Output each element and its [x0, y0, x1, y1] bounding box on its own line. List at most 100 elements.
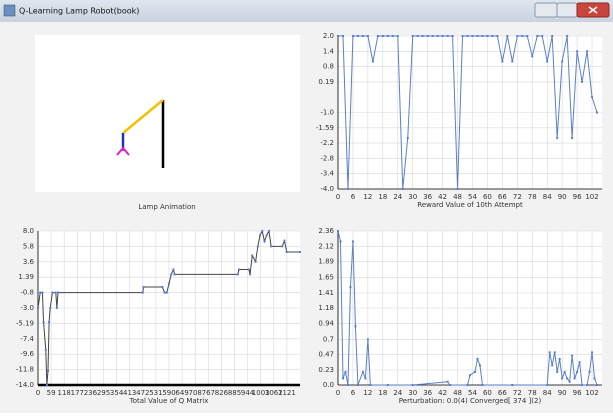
- data-point: [546, 384, 548, 386]
- x-tick-label: 0: [336, 193, 340, 201]
- x-axis-title: Total Value of Q Matrix: [129, 397, 209, 405]
- x-tick-label: 48: [453, 389, 462, 397]
- data-point: [447, 35, 449, 37]
- data-point: [571, 137, 573, 139]
- x-tick-label: 84: [543, 193, 552, 201]
- data-point: [452, 35, 454, 37]
- x-tick-label: 66: [498, 193, 507, 201]
- data-point: [481, 35, 483, 37]
- x-tick-label: 590: [162, 389, 175, 397]
- data-point: [596, 112, 598, 114]
- data-point: [283, 240, 285, 242]
- data-point: [402, 188, 404, 190]
- y-tick-label: 1.65: [318, 273, 334, 281]
- data-point: [551, 364, 553, 366]
- y-tick-label: -5.19: [16, 319, 34, 327]
- data-point: [591, 96, 593, 98]
- data-point: [367, 338, 369, 340]
- y-tick-label: 2.12: [318, 243, 334, 251]
- data-point: [596, 384, 598, 386]
- data-point: [352, 240, 354, 242]
- data-point: [45, 349, 47, 351]
- minimize-button[interactable]: [535, 3, 557, 17]
- data-point: [55, 292, 57, 294]
- y-tick-label: 1.4: [323, 47, 335, 55]
- x-tick-label: 708: [189, 389, 202, 397]
- lamp-caption: Lamp Animation: [138, 203, 195, 211]
- x-tick-label: 54: [468, 389, 477, 397]
- x-tick-label: 649: [175, 389, 188, 397]
- y-tick-label: 8.0: [23, 227, 34, 235]
- x-tick-label: 1121: [278, 389, 296, 397]
- data-point: [581, 384, 583, 386]
- data-point: [589, 371, 591, 373]
- data-point: [397, 35, 399, 37]
- data-point: [571, 355, 573, 357]
- y-tick-label: 1.41: [318, 289, 334, 297]
- x-tick-label: 30: [408, 193, 417, 201]
- data-point: [574, 377, 576, 379]
- y-tick-label: -11.8: [16, 366, 34, 374]
- data-point: [349, 286, 351, 288]
- data-point: [362, 371, 364, 373]
- data-point: [47, 370, 49, 372]
- data-point: [372, 61, 374, 63]
- data-point: [251, 255, 253, 257]
- data-point: [511, 384, 513, 386]
- x-tick-label: 72: [513, 389, 522, 397]
- data-point: [467, 384, 469, 386]
- data-point: [476, 358, 478, 360]
- data-point: [564, 371, 566, 373]
- y-tick-label: 1.89: [318, 258, 334, 266]
- x-tick-label: 72: [513, 193, 522, 201]
- data-point: [168, 283, 170, 285]
- data-point: [496, 35, 498, 37]
- y-tick-label: 0.7: [323, 335, 334, 343]
- x-axis-title: Perturbation: 0.0(4) Converged[ 374 ](2): [399, 397, 542, 405]
- x-tick-label: 30: [408, 389, 417, 397]
- data-point: [531, 55, 533, 57]
- data-point: [501, 61, 503, 63]
- y-tick-label: 1.18: [318, 304, 334, 312]
- data-point: [261, 230, 263, 232]
- maximize-button[interactable]: [557, 3, 577, 17]
- data-point: [172, 269, 174, 271]
- data-point: [447, 381, 449, 383]
- y-tick-label: -3.0: [20, 304, 34, 312]
- data-point: [37, 307, 39, 309]
- data-point: [516, 35, 518, 37]
- data-point: [377, 35, 379, 37]
- data-point: [266, 234, 268, 236]
- x-tick-label: 102: [585, 193, 598, 201]
- x-tick-label: 18: [378, 193, 387, 201]
- data-point: [142, 286, 144, 288]
- data-point: [387, 384, 389, 386]
- data-point: [161, 286, 163, 288]
- data-point: [412, 384, 414, 386]
- y-tick-label: -2.8: [320, 154, 334, 162]
- data-point: [299, 251, 301, 253]
- data-point: [491, 35, 493, 37]
- data-point: [576, 371, 578, 373]
- data-point: [469, 374, 471, 376]
- data-point: [561, 377, 563, 379]
- y-tick-label: 5.8: [23, 242, 34, 250]
- x-tick-label: 90: [558, 389, 567, 397]
- x-tick-label: 78: [528, 389, 537, 397]
- data-point: [566, 35, 568, 37]
- data-point: [51, 292, 53, 294]
- x-tick-label: 48: [453, 193, 462, 201]
- data-point: [238, 269, 240, 271]
- y-tick-label: 2.36: [318, 227, 334, 235]
- x-tick-label: 24: [393, 193, 402, 201]
- y-tick-label: -0.8: [20, 289, 34, 297]
- data-point: [432, 35, 434, 37]
- data-point: [566, 377, 568, 379]
- x-tick-label: 60: [483, 389, 492, 397]
- data-point: [268, 230, 270, 232]
- data-point: [549, 351, 551, 353]
- x-tick-label: 59: [47, 389, 56, 397]
- x-tick-label: 354: [110, 389, 124, 397]
- x-tick-label: 767: [202, 389, 215, 397]
- data-point: [576, 50, 578, 52]
